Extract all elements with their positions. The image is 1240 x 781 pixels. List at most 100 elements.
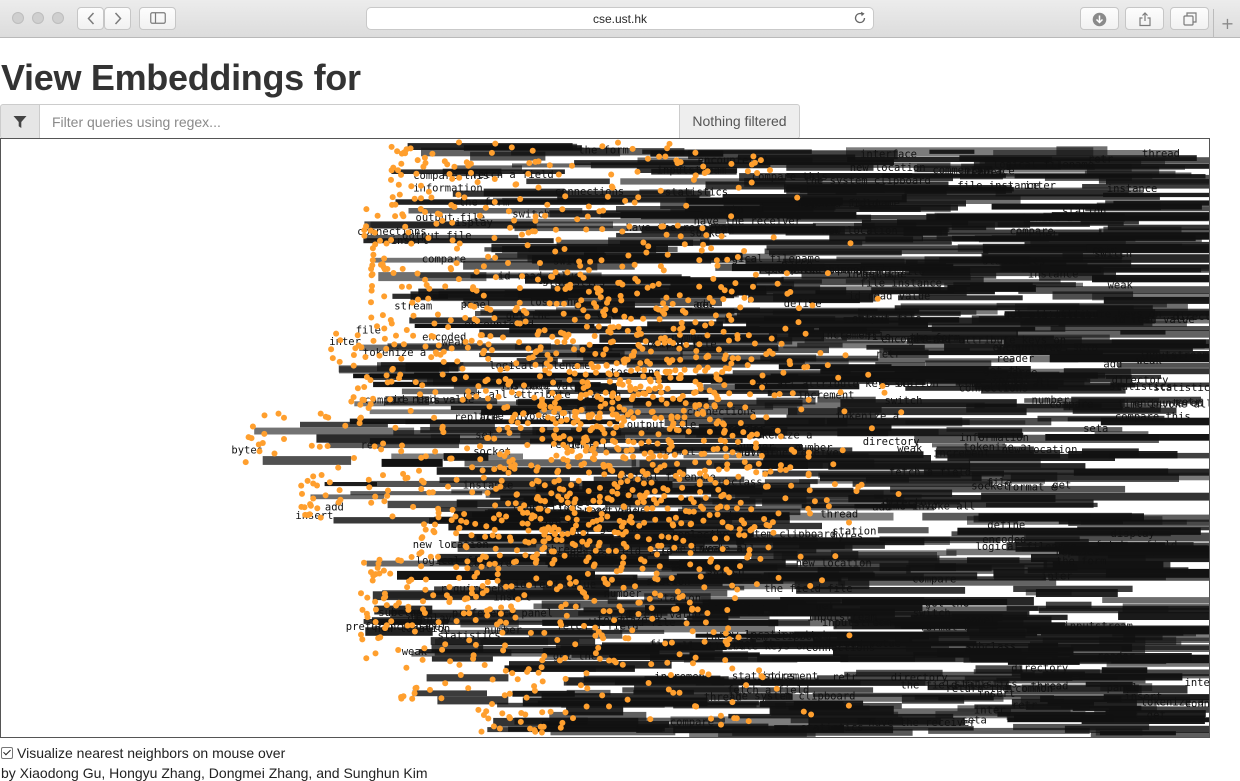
- embedding-point[interactable]: [715, 486, 722, 493]
- embedding-point[interactable]: [775, 574, 782, 581]
- embedding-point[interactable]: [437, 351, 444, 358]
- embedding-point[interactable]: [652, 385, 659, 392]
- embedding-point[interactable]: [554, 339, 561, 345]
- embedding-point[interactable]: [478, 563, 485, 570]
- embedding-point[interactable]: [435, 619, 442, 626]
- embedding-point[interactable]: [725, 523, 732, 530]
- zoom-icon[interactable]: [52, 12, 64, 24]
- embedding-point[interactable]: [491, 526, 498, 533]
- embedding-point[interactable]: [376, 570, 383, 577]
- embedding-point[interactable]: [696, 283, 703, 290]
- embedding-point[interactable]: [654, 576, 661, 583]
- embedding-point[interactable]: [671, 451, 678, 458]
- embedding-point[interactable]: [466, 610, 473, 617]
- embedding-point[interactable]: [677, 375, 684, 381]
- embedding-point[interactable]: [579, 378, 586, 385]
- embedding-point[interactable]: [500, 647, 507, 654]
- embedding-point[interactable]: [713, 257, 720, 264]
- embedding-point[interactable]: [305, 512, 311, 518]
- embedding-point[interactable]: [308, 442, 315, 449]
- embedding-point[interactable]: [632, 583, 638, 590]
- embedding-point[interactable]: [553, 300, 560, 307]
- embedding-point[interactable]: [613, 360, 620, 367]
- embedding-point[interactable]: [428, 194, 435, 201]
- embedding-point[interactable]: [588, 361, 595, 367]
- embedding-point[interactable]: [640, 239, 647, 246]
- embedding-point[interactable]: [372, 650, 379, 657]
- embedding-point[interactable]: [718, 284, 725, 290]
- embedding-point[interactable]: [374, 323, 380, 330]
- embedding-point[interactable]: [764, 483, 771, 490]
- embedding-point[interactable]: [777, 462, 784, 469]
- embedding-point[interactable]: [681, 449, 688, 456]
- embedding-point[interactable]: [512, 614, 519, 621]
- embedding-point[interactable]: [563, 416, 570, 423]
- embedding-point[interactable]: [699, 408, 706, 415]
- embedding-point[interactable]: [640, 315, 647, 322]
- embedding-point[interactable]: [714, 262, 721, 269]
- embedding-point[interactable]: [482, 387, 489, 394]
- embedding-point[interactable]: [774, 427, 781, 434]
- embedding-point[interactable]: [299, 490, 305, 497]
- embedding-point[interactable]: [388, 618, 395, 625]
- embedding-point[interactable]: [572, 641, 579, 648]
- embedding-plot[interactable]: id read value inputstream switch fetch a fi…: [0, 138, 1210, 738]
- embedding-point[interactable]: [554, 637, 561, 643]
- embedding-point[interactable]: [304, 477, 311, 484]
- embedding-point[interactable]: [665, 686, 672, 693]
- embedding-point[interactable]: [619, 661, 626, 668]
- embedding-point[interactable]: [805, 453, 812, 460]
- embedding-point[interactable]: [657, 452, 663, 459]
- embedding-point[interactable]: [422, 276, 429, 283]
- embedding-point[interactable]: [881, 389, 888, 396]
- embedding-point[interactable]: [552, 226, 559, 233]
- embedding-point[interactable]: [823, 497, 830, 504]
- embedding-point[interactable]: [517, 718, 524, 725]
- embedding-point[interactable]: [589, 518, 596, 525]
- embedding-point[interactable]: [389, 194, 396, 201]
- embedding-point[interactable]: [598, 516, 605, 523]
- embedding-point[interactable]: [525, 170, 532, 177]
- embedding-point[interactable]: [712, 479, 719, 486]
- embedding-point[interactable]: [561, 339, 568, 345]
- embedding-point[interactable]: [625, 635, 632, 642]
- embedding-point[interactable]: [434, 311, 441, 318]
- embedding-point[interactable]: [704, 610, 711, 617]
- embedding-point[interactable]: [404, 474, 411, 481]
- embedding-point[interactable]: [651, 590, 658, 597]
- embedding-point[interactable]: [522, 552, 529, 559]
- embedding-point[interactable]: [550, 548, 557, 555]
- embedding-point[interactable]: [710, 446, 717, 453]
- embedding-point[interactable]: [479, 590, 486, 597]
- embedding-point[interactable]: [466, 637, 473, 644]
- embedding-point[interactable]: [704, 364, 711, 371]
- embedding-point[interactable]: [514, 676, 521, 683]
- embedding-point[interactable]: [647, 348, 654, 355]
- embedding-point[interactable]: [356, 420, 363, 427]
- embedding-point[interactable]: [580, 307, 587, 314]
- embedding-point[interactable]: [645, 243, 652, 250]
- embedding-point[interactable]: [336, 358, 343, 365]
- embedding-point[interactable]: [775, 510, 782, 517]
- embedding-point[interactable]: [546, 162, 553, 169]
- embedding-point[interactable]: [724, 461, 731, 468]
- embedding-point[interactable]: [465, 685, 472, 692]
- embedding-point[interactable]: [248, 435, 255, 442]
- embedding-point[interactable]: [698, 451, 705, 457]
- embedding-point[interactable]: [544, 201, 551, 208]
- embedding-point[interactable]: [564, 493, 570, 500]
- embedding-point[interactable]: [496, 426, 503, 433]
- embedding-point[interactable]: [537, 346, 544, 353]
- embedding-point[interactable]: [635, 391, 642, 398]
- embedding-point[interactable]: [587, 389, 594, 396]
- embedding-point[interactable]: [549, 273, 556, 280]
- embedding-point[interactable]: [483, 607, 490, 614]
- embedding-point[interactable]: [733, 715, 740, 722]
- embedding-point[interactable]: [361, 559, 367, 566]
- embedding-point[interactable]: [503, 619, 509, 626]
- embedding-point[interactable]: [564, 269, 571, 276]
- embedding-point[interactable]: [767, 468, 774, 475]
- embedding-point[interactable]: [855, 483, 862, 490]
- embedding-point[interactable]: [714, 564, 721, 571]
- embedding-point[interactable]: [654, 551, 660, 558]
